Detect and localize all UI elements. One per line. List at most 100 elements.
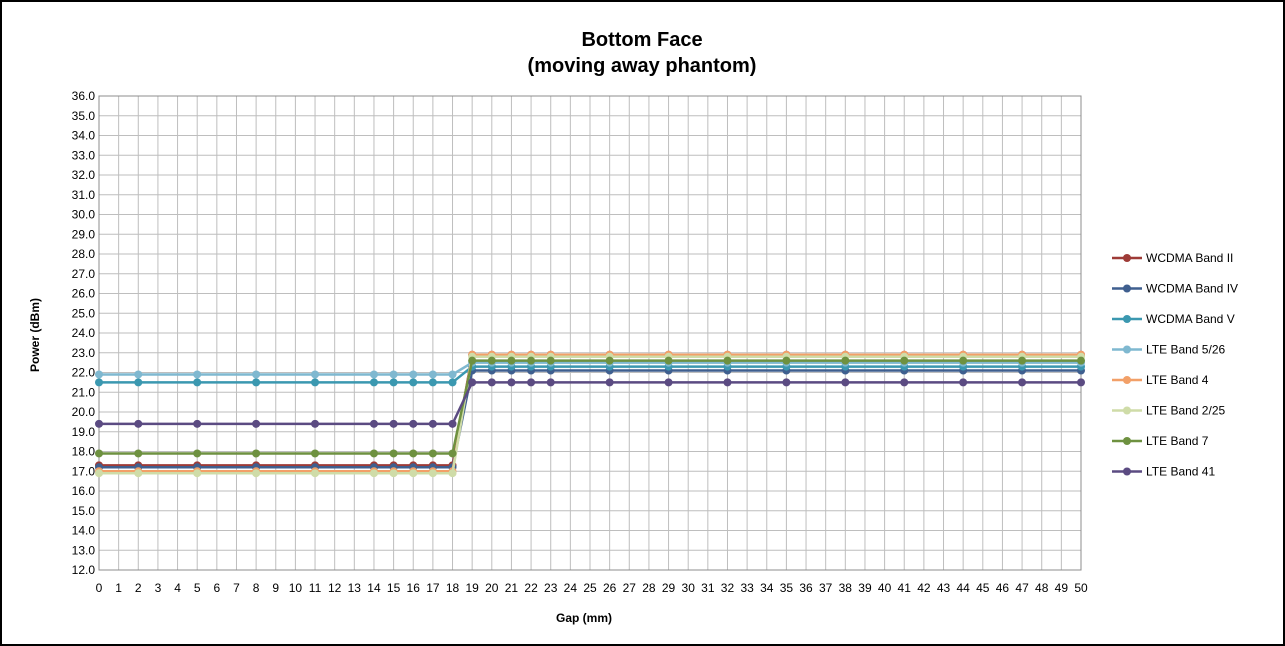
legend-label: WCDMA Band II [1146, 251, 1233, 265]
data-point [605, 356, 614, 365]
x-tick-label: 3 [155, 581, 162, 595]
x-tick-label: 41 [898, 581, 912, 595]
x-tick-label: 20 [485, 581, 499, 595]
data-point [664, 378, 673, 387]
x-tick-label: 1 [115, 581, 122, 595]
data-point [369, 469, 378, 478]
series-line [99, 381, 1081, 426]
data-point [193, 469, 202, 478]
data-point [193, 449, 202, 458]
chart-subtitle: (moving away phantom) [528, 55, 757, 77]
x-tick-label: 38 [839, 581, 853, 595]
y-tick-label: 34.0 [72, 129, 96, 143]
data-point [389, 419, 398, 428]
legend-label: WCDMA Band V [1146, 312, 1235, 326]
data-point [723, 378, 732, 387]
data-point [546, 378, 555, 387]
data-point [782, 356, 791, 365]
x-tick-label: 28 [642, 581, 656, 595]
legend-item: LTE Band 41 [1112, 465, 1215, 479]
x-tick-label: 11 [309, 581, 322, 595]
data-point [409, 419, 418, 428]
legend-marker [1123, 315, 1131, 323]
y-tick-label: 12.0 [72, 563, 96, 577]
x-tick-label: 29 [662, 581, 676, 595]
x-tick-label: 23 [544, 581, 558, 595]
data-point [311, 370, 320, 379]
data-point [487, 378, 496, 387]
data-point [134, 469, 143, 478]
data-point [507, 356, 516, 365]
series-line [99, 365, 1081, 384]
x-tick-label: 37 [819, 581, 833, 595]
x-tick-label: 35 [780, 581, 794, 595]
data-point [900, 356, 909, 365]
data-point [134, 449, 143, 458]
data-point [409, 378, 418, 387]
data-point [409, 370, 418, 379]
data-point [369, 449, 378, 458]
legend-label: LTE Band 7 [1146, 434, 1209, 448]
x-tick-label: 10 [289, 581, 303, 595]
data-point [428, 419, 437, 428]
y-tick-label: 19.0 [72, 425, 96, 439]
x-tick-label: 16 [407, 581, 421, 595]
data-point [448, 378, 457, 387]
data-point [841, 356, 850, 365]
y-tick-label: 28.0 [72, 247, 96, 261]
series-lte-band-7 [95, 356, 1085, 458]
data-point [95, 419, 103, 428]
x-tick-label: 2 [135, 581, 142, 595]
x-tick-label: 21 [505, 581, 519, 595]
x-tick-label: 17 [426, 581, 440, 595]
legend-label: LTE Band 2/25 [1146, 404, 1225, 418]
plot-area-border [98, 95, 1082, 571]
legend-label: WCDMA Band IV [1146, 282, 1238, 296]
data-point [527, 378, 536, 387]
y-tick-label: 35.0 [72, 109, 96, 123]
data-point [134, 370, 143, 379]
legend-marker [1123, 406, 1131, 415]
legend-item: LTE Band 4 [1112, 373, 1209, 387]
y-tick-label: 22.0 [72, 366, 96, 380]
x-tick-label: 39 [858, 581, 872, 595]
x-tick-label: 44 [956, 581, 970, 595]
data-point [1077, 356, 1085, 365]
legend-marker [1123, 284, 1131, 293]
gridlines [98, 95, 1082, 571]
data-point [95, 378, 103, 387]
data-point [252, 469, 261, 478]
data-point [409, 469, 418, 478]
legend-marker [1123, 437, 1131, 445]
y-tick-label: 31.0 [72, 188, 96, 202]
legend-item: LTE Band 7 [1112, 434, 1209, 448]
legend-item: WCDMA Band V [1112, 312, 1235, 326]
x-tick-label: 24 [564, 581, 578, 595]
legend-item: LTE Band 2/25 [1112, 404, 1225, 418]
data-point [1018, 356, 1027, 365]
data-point [95, 370, 103, 379]
y-tick-label: 24.0 [72, 326, 96, 340]
data-point [134, 378, 143, 387]
data-point [448, 449, 457, 458]
data-point [782, 378, 791, 387]
x-tick-label: 31 [701, 581, 715, 595]
x-tick-label: 46 [996, 581, 1010, 595]
data-point [193, 419, 202, 428]
y-tick-label: 33.0 [72, 148, 96, 162]
y-tick-labels: 12.0 13.0 14.0 15.0 16.0 17.0 18.0 19.0 20.0 21.0… [72, 89, 96, 577]
data-point [468, 378, 477, 387]
x-tick-label: 22 [524, 581, 538, 595]
data-point [252, 378, 261, 387]
x-tick-label: 26 [603, 581, 617, 595]
data-point [664, 356, 673, 365]
legend-marker [1123, 345, 1131, 354]
x-tick-label: 19 [465, 581, 479, 595]
data-point [252, 370, 261, 379]
legend-marker [1123, 254, 1131, 262]
data-point [1077, 378, 1085, 387]
x-tick-label: 8 [253, 581, 260, 595]
series-lte-band-41 [95, 378, 1085, 428]
